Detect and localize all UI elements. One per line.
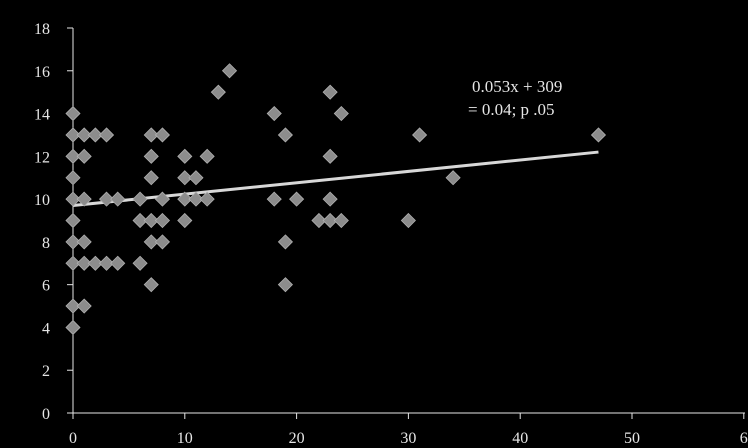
data-point [188, 170, 204, 186]
data-point [266, 105, 282, 122]
data-point [277, 234, 293, 250]
data-point [65, 234, 81, 250]
data-point [76, 298, 92, 314]
x-tick-label: 50 [624, 430, 640, 447]
data-point [65, 298, 81, 314]
x-tick-label: 0 [69, 430, 77, 447]
data-point [76, 234, 92, 250]
y-ticks: 0 2 4 6 8 10 12 14 16 18 [34, 21, 73, 423]
data-point [210, 84, 226, 100]
data-point [177, 170, 193, 186]
data-point [65, 212, 81, 229]
data-point [98, 191, 115, 207]
data-point [188, 191, 204, 207]
data-point [289, 191, 305, 207]
x-tick-label: 30 [400, 430, 416, 447]
data-point [76, 255, 92, 271]
y-tick-label: 4 [42, 320, 50, 337]
y-tick-label: 10 [34, 192, 50, 209]
data-point [154, 127, 171, 143]
trendline-equation: 0.053x + 309 [472, 77, 562, 96]
y-tick-label: 12 [34, 149, 50, 166]
data-point [65, 170, 81, 186]
data-point [143, 234, 159, 250]
data-point [76, 148, 92, 164]
data-point [590, 127, 607, 143]
x-tick-label: 10 [177, 430, 193, 447]
data-point [266, 191, 282, 207]
data-point [322, 191, 338, 207]
data-point [65, 255, 81, 271]
data-point [177, 212, 193, 229]
data-point [110, 191, 126, 207]
data-point [311, 212, 327, 229]
data-point [322, 212, 338, 229]
data-point [65, 191, 81, 207]
data-point [87, 127, 103, 143]
data-point [65, 105, 81, 122]
y-tick-label: 6 [42, 278, 50, 295]
data-point [76, 191, 92, 207]
data-point [143, 127, 159, 143]
data-point [199, 191, 215, 207]
data-point [143, 148, 159, 164]
x-tick-label: 6 [740, 430, 748, 447]
data-point [87, 255, 103, 271]
data-point [154, 234, 171, 250]
y-tick-label: 18 [34, 21, 50, 38]
data-point [333, 105, 349, 122]
data-point [177, 191, 193, 207]
data-point [154, 191, 171, 207]
data-point [445, 170, 461, 186]
y-tick-label: 0 [42, 406, 50, 423]
data-point [277, 277, 293, 293]
data-point [65, 319, 81, 336]
data-point [333, 212, 349, 229]
data-point [154, 212, 171, 229]
data-point [132, 255, 148, 271]
data-point [76, 127, 92, 143]
data-point [412, 127, 428, 143]
data-point [65, 127, 81, 143]
data-point [322, 84, 338, 100]
data-point [143, 170, 159, 186]
x-ticks: 0 10 20 30 40 50 6 [69, 413, 748, 447]
data-point [199, 148, 215, 164]
x-tick-label: 40 [512, 430, 528, 447]
data-point [110, 255, 126, 271]
y-tick-label: 14 [34, 107, 50, 124]
data-points [65, 63, 607, 336]
trendline-stats: = 0.04; p .05 [468, 100, 555, 119]
data-point [65, 148, 81, 164]
data-point [98, 255, 115, 271]
data-point [177, 148, 193, 164]
y-tick-label: 8 [42, 235, 50, 252]
y-tick-label: 2 [42, 363, 50, 380]
data-point [322, 148, 338, 164]
data-point [400, 212, 416, 229]
data-point [143, 277, 159, 293]
x-tick-label: 20 [289, 430, 305, 447]
data-point [132, 191, 148, 207]
data-point [132, 212, 148, 229]
y-tick-label: 16 [34, 64, 50, 81]
data-point [98, 127, 115, 143]
data-point [221, 63, 238, 79]
data-point [143, 212, 159, 229]
data-point [277, 127, 293, 143]
